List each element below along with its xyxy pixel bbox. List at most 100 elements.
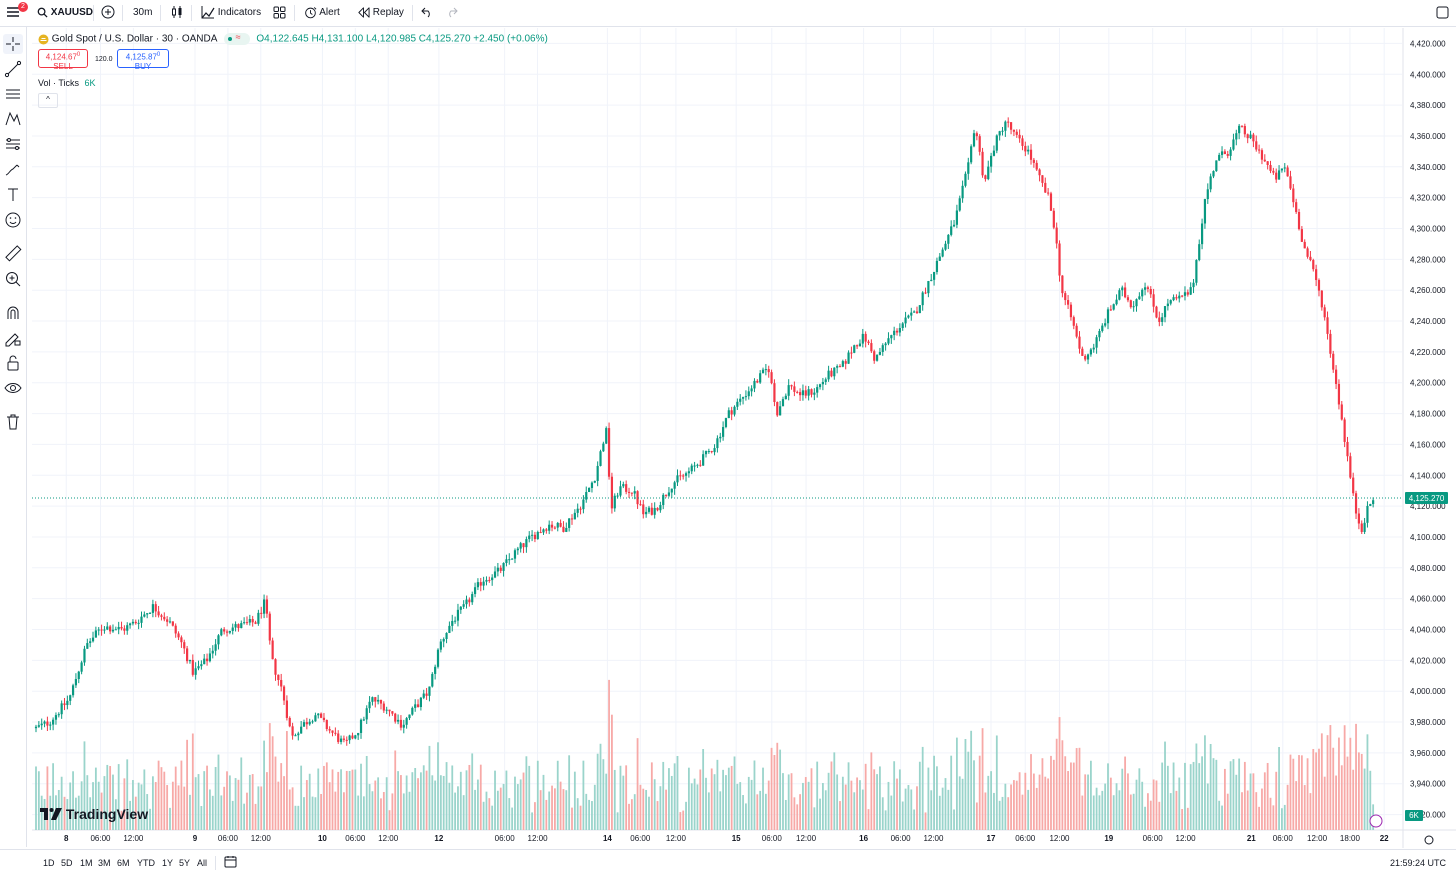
volume-bar [380, 798, 382, 830]
candle-body [753, 380, 756, 389]
volume-bar [733, 756, 736, 830]
crosshair-icon[interactable] [3, 34, 23, 54]
volume-bar [585, 793, 588, 830]
volume-bar [1089, 760, 1092, 830]
candle-body [910, 312, 913, 316]
indicators-button[interactable]: Indicators [201, 0, 261, 26]
pattern-icon[interactable] [3, 109, 23, 129]
range-1d[interactable]: 1D [43, 858, 55, 868]
range-6m[interactable]: 6M [117, 858, 130, 868]
candle-body [528, 535, 531, 540]
goto-date-icon[interactable] [224, 855, 237, 870]
chart-type-button[interactable] [170, 0, 184, 26]
volume-bar [804, 777, 807, 830]
candle-body [371, 697, 374, 702]
volume-bar [1044, 776, 1047, 830]
volume-bar [938, 795, 941, 830]
lock-icon[interactable] [3, 353, 23, 373]
candle-body [522, 543, 525, 548]
layouts-button[interactable] [273, 0, 286, 26]
candle-body [391, 711, 394, 714]
volume-bar [1098, 795, 1101, 830]
trend-line-icon[interactable] [3, 59, 23, 79]
fullscreen-icon[interactable] [1436, 0, 1452, 26]
settings-gear-icon[interactable] [1424, 835, 1434, 845]
volume-legend[interactable]: Vol · Ticks 6K [38, 78, 96, 88]
volume-bar [690, 783, 693, 830]
candle-body [935, 260, 939, 273]
compare-button[interactable] [101, 0, 115, 26]
range-5d[interactable]: 5D [61, 858, 73, 868]
candle-body [898, 328, 901, 333]
volume-bar [100, 792, 103, 830]
volume-bar [1235, 774, 1238, 830]
divider [412, 5, 413, 21]
magnet-icon[interactable] [3, 303, 23, 323]
undo-button[interactable] [421, 0, 433, 26]
candle-body [1206, 189, 1209, 200]
trash-icon[interactable] [3, 412, 23, 432]
candle-body [328, 729, 331, 731]
symbol-search[interactable]: XAUUSD [37, 0, 93, 26]
range-1m[interactable]: 1M [80, 858, 93, 868]
range-all[interactable]: All [197, 858, 208, 868]
volume-bar [1318, 748, 1320, 830]
candle-body [1066, 300, 1070, 305]
volume-bar [1292, 758, 1295, 830]
volume-bar [1186, 807, 1189, 830]
volume-bar [35, 766, 37, 830]
interval-button[interactable]: 30m [133, 7, 153, 18]
market-status[interactable]: ≈ [223, 32, 250, 45]
candle-body [1155, 306, 1158, 318]
redo-button[interactable] [446, 0, 458, 26]
volume-bar [978, 755, 981, 830]
range-ytd[interactable]: YTD [137, 858, 155, 868]
text-icon[interactable] [3, 185, 23, 205]
prediction-icon[interactable] [3, 134, 23, 154]
volume-bar [796, 804, 799, 830]
candle-body [408, 714, 411, 719]
buy-button[interactable]: 4,125.870 BUY [117, 49, 169, 71]
collapse-legend-button[interactable]: ^ [38, 93, 58, 108]
lock-drawing-icon[interactable] [3, 328, 23, 348]
x-tick-label: 16 [859, 834, 868, 843]
brush-icon[interactable] [3, 159, 23, 179]
candle-body [1143, 287, 1147, 290]
alert-button[interactable]: Alert [304, 0, 340, 26]
fib-retracement-icon[interactable] [3, 84, 23, 104]
candle-body [471, 594, 474, 603]
replay-button[interactable]: Replay [357, 0, 404, 26]
volume-bar [505, 770, 508, 830]
candle-body [662, 494, 665, 506]
range-1y[interactable]: 1Y [162, 858, 174, 868]
sell-price: 4,124.67 [45, 52, 77, 62]
price-scale[interactable] [1403, 28, 1456, 848]
eye-icon[interactable] [3, 378, 23, 398]
candle-body [727, 410, 730, 419]
volume-bar [283, 776, 285, 830]
candle-body [1161, 317, 1164, 322]
ruler-icon[interactable] [3, 243, 23, 263]
volume-bar [579, 805, 582, 830]
menu-icon[interactable] [6, 0, 20, 26]
range-3m[interactable]: 3M [98, 858, 111, 868]
emoji-icon[interactable] [3, 210, 23, 230]
sell-button[interactable]: 4,124.670 SELL [38, 49, 88, 71]
zoom-in-icon[interactable] [3, 269, 23, 289]
utc-clock[interactable]: 21:59:24 UTC [1389, 858, 1446, 868]
volume-bar [528, 765, 531, 830]
candle-body [830, 370, 833, 377]
realtime-icon[interactable] [1369, 814, 1383, 828]
volume-bar [75, 797, 77, 830]
volume-bar [217, 754, 220, 830]
volume-bar [602, 759, 605, 830]
volume-bar [1252, 773, 1255, 830]
candle-body [505, 559, 508, 563]
range-5y[interactable]: 5Y [179, 858, 191, 868]
volume-bar [1295, 781, 1298, 830]
tradingview-logo[interactable]: TradingView [40, 806, 148, 822]
volume-bar [1212, 758, 1215, 830]
symbol-title[interactable]: Gold Spot / U.S. Dollar · 30 · OANDA [51, 33, 217, 45]
change-value: +2.450 (+0.06%) [473, 33, 548, 45]
